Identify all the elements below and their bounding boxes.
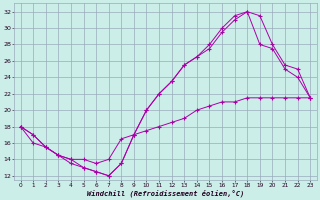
X-axis label: Windchill (Refroidissement éolien,°C): Windchill (Refroidissement éolien,°C) — [87, 189, 244, 197]
